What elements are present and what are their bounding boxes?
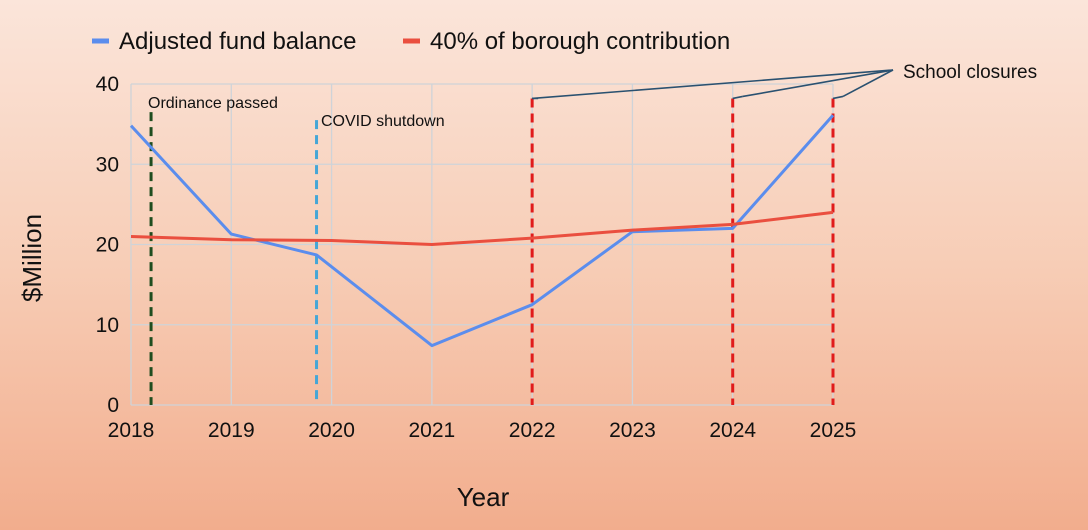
y-tick-label: 20 xyxy=(96,234,119,257)
x-tick-label: 2023 xyxy=(609,419,656,442)
y-tick-label: 10 xyxy=(96,314,119,337)
y-axis-ticks: 0 10 20 30 40 xyxy=(96,73,119,417)
x-tick-label: 2018 xyxy=(108,419,155,442)
callout-lines xyxy=(532,69,894,100)
x-tick-label: 2019 xyxy=(208,419,255,442)
grid-lines xyxy=(130,83,834,406)
callout-line xyxy=(832,95,844,100)
x-axis-title: Year xyxy=(457,482,510,512)
callout-line xyxy=(742,69,894,98)
series-line-adjusted-fund-balance xyxy=(129,114,835,348)
callout-line xyxy=(732,95,743,100)
callout-line xyxy=(532,69,894,100)
series-lines xyxy=(129,114,835,348)
y-tick-label: 0 xyxy=(107,394,119,417)
covid-annotation: COVID shutdown xyxy=(321,113,445,130)
x-tick-label: 2025 xyxy=(810,419,857,442)
x-axis-ticks: 2018 2019 2020 2021 2022 2023 2024 2025 xyxy=(108,419,857,442)
x-tick-label: 2021 xyxy=(408,419,455,442)
x-tick-label: 2024 xyxy=(709,419,756,442)
legend-label-adjusted-fund-balance: Adjusted fund balance xyxy=(119,28,357,55)
ordinance-annotation: Ordinance passed xyxy=(148,95,278,112)
x-tick-label: 2022 xyxy=(509,419,556,442)
y-tick-label: 30 xyxy=(96,153,119,176)
series-line-40-of-borough-contribution xyxy=(130,210,834,246)
school-closures-annotation: School closures xyxy=(903,62,1037,83)
legend-label-borough-contribution: 40% of borough contribution xyxy=(430,28,730,55)
y-tick-label: 40 xyxy=(96,73,119,96)
y-axis-title: $Million xyxy=(17,214,47,302)
vertical-markers xyxy=(149,98,835,405)
legend: Adjusted fund balance 40% of borough con… xyxy=(92,28,730,55)
x-tick-label: 2020 xyxy=(308,419,355,442)
callout-line xyxy=(842,69,894,98)
